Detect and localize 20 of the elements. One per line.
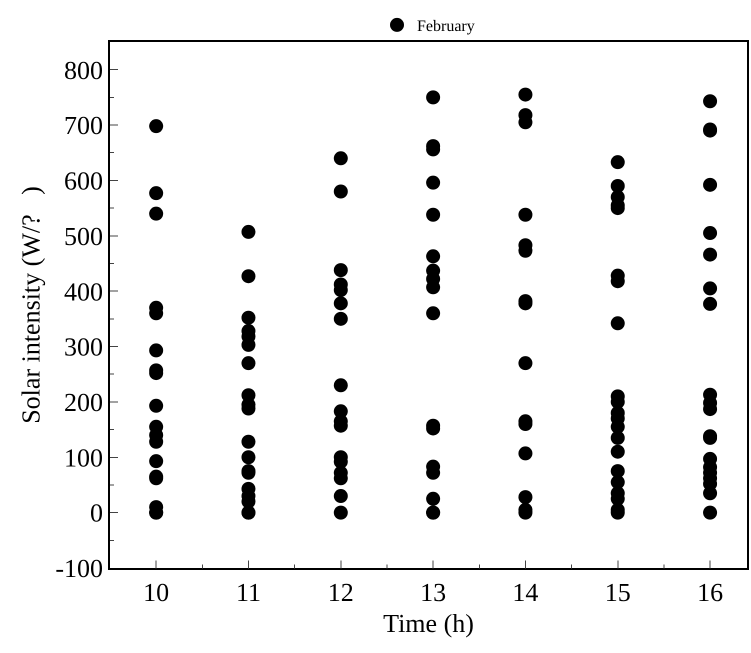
y-tick-label: 200	[64, 388, 104, 417]
y-tick-label: 100	[64, 443, 104, 472]
x-tick-label: 11	[236, 578, 262, 607]
y-tick-label: 400	[64, 277, 104, 306]
x-tick-label: 10	[143, 578, 170, 607]
legend-label: February	[417, 18, 475, 36]
y-tick-label: 500	[64, 222, 104, 251]
x-tick-label: 13	[420, 578, 446, 607]
y-tick-label: 300	[64, 332, 104, 362]
y-tick-label: 700	[64, 111, 104, 140]
x-tick-label: 14	[512, 578, 538, 607]
x-tick-label: 15	[604, 578, 631, 607]
y-tick-label: 0	[90, 498, 104, 528]
x-tick-label: 16	[697, 578, 724, 607]
x-tick-label: 12	[328, 578, 354, 607]
y-tick-label: 800	[64, 56, 104, 85]
y-tick-label: 600	[64, 166, 104, 196]
x-axis-title: Time (h)	[383, 609, 474, 638]
y-axis-title: Solar intensity (W/? )	[16, 186, 46, 424]
y-tick-label: -100	[55, 554, 104, 584]
